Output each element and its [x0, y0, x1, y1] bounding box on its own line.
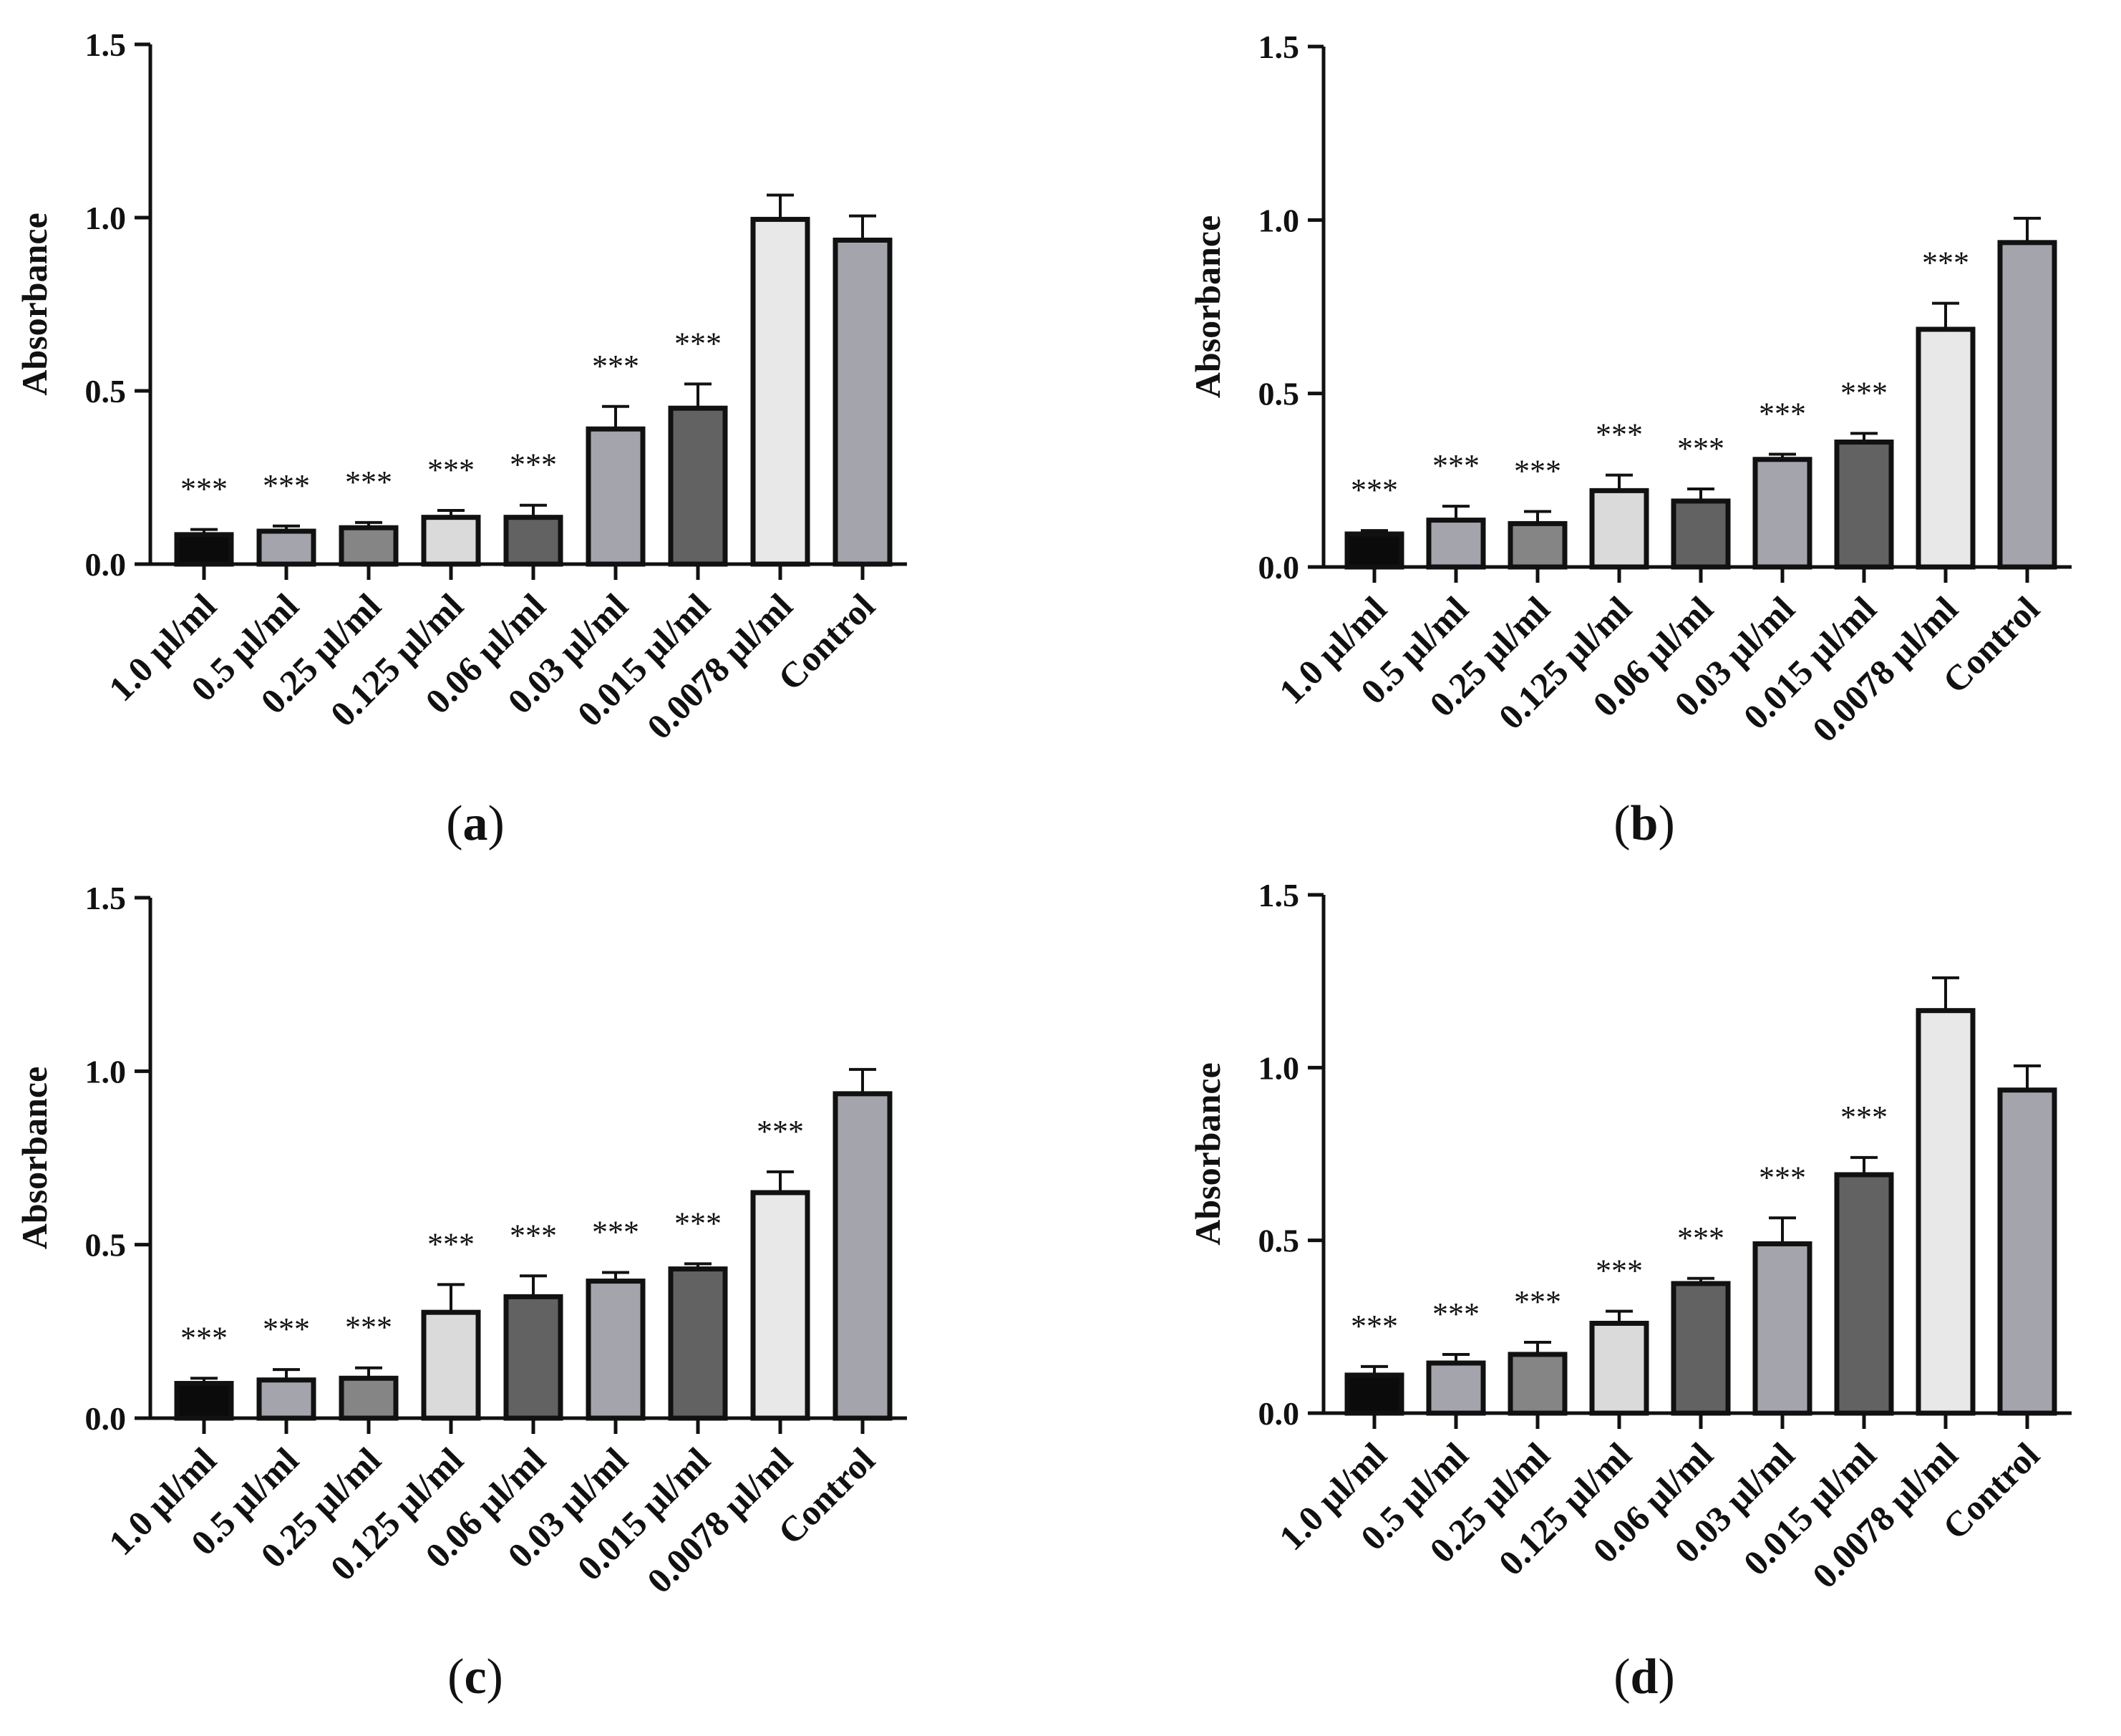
significance-label: ***	[345, 465, 392, 500]
bar	[256, 528, 316, 567]
significance-label: ***	[1677, 1221, 1724, 1256]
significance-label: ***	[1759, 396, 1806, 431]
panel-label: (c)	[447, 1649, 503, 1705]
bar	[174, 1381, 234, 1421]
significance-label: ***	[510, 1218, 557, 1253]
y-tick-label: 1.5	[1258, 29, 1300, 65]
significance-label: ***	[263, 468, 310, 503]
significance-label: ***	[592, 1214, 639, 1249]
bar	[339, 525, 399, 567]
y-tick-label: 1.0	[85, 200, 127, 236]
significance-label: ***	[674, 326, 722, 361]
panel-label: (b)	[1613, 796, 1675, 851]
y-axis-title: Absorbance	[14, 213, 54, 396]
significance-label: ***	[427, 1226, 475, 1261]
significance-label: ***	[1596, 417, 1643, 452]
bar	[1916, 326, 1976, 570]
bar	[586, 1279, 646, 1421]
y-tick-label: 1.0	[1258, 202, 1300, 238]
significance-label: ***	[1840, 375, 1888, 410]
bar	[1752, 1241, 1812, 1416]
bar	[503, 515, 563, 567]
y-tick-label: 0.5	[1258, 1223, 1300, 1259]
bar	[750, 216, 810, 567]
bar	[421, 1309, 481, 1421]
significance-label: ***	[345, 1310, 392, 1345]
bar	[833, 1091, 893, 1421]
significance-label: ***	[1759, 1160, 1806, 1195]
significance-label: ***	[1351, 1309, 1398, 1344]
significance-label: ***	[1677, 431, 1724, 466]
significance-label: ***	[1351, 472, 1398, 508]
significance-label: ***	[510, 447, 557, 483]
significance-label: ***	[1922, 246, 1969, 281]
y-tick-label: 1.5	[85, 880, 127, 916]
significance-label: ***	[1840, 1100, 1888, 1135]
bar	[750, 1190, 810, 1421]
y-tick-label: 1.0	[1258, 1049, 1300, 1086]
bar	[1508, 1352, 1568, 1416]
significance-label: ***	[674, 1206, 722, 1241]
y-axis-title: Absorbance	[1188, 215, 1228, 399]
y-tick-label: 0.5	[1258, 376, 1300, 412]
y-tick-label: 0.0	[1258, 549, 1300, 586]
bar	[421, 515, 481, 567]
bar	[1508, 520, 1568, 570]
bar	[1834, 1172, 1894, 1416]
significance-label: ***	[180, 472, 228, 507]
bar	[256, 1377, 316, 1421]
bar	[1916, 1008, 1976, 1416]
bar	[1344, 531, 1404, 570]
bar	[1589, 488, 1649, 570]
significance-label: ***	[1514, 453, 1561, 488]
bar	[1671, 498, 1731, 570]
bar	[1671, 1281, 1731, 1416]
bar	[1997, 240, 2057, 570]
bar	[668, 1266, 728, 1421]
y-tick-label: 1.5	[1258, 877, 1300, 913]
y-axis-title: Absorbance	[14, 1067, 54, 1250]
bar	[1344, 1372, 1404, 1416]
panel-label: (d)	[1613, 1649, 1675, 1705]
significance-label: ***	[180, 1320, 228, 1355]
bar	[586, 426, 646, 567]
significance-label: ***	[757, 1114, 804, 1149]
y-tick-label: 1.5	[85, 26, 127, 63]
bar	[1752, 457, 1812, 570]
panel-label: (a)	[446, 796, 505, 851]
bar	[1834, 440, 1894, 570]
bar	[503, 1294, 563, 1421]
significance-label: ***	[1596, 1253, 1643, 1289]
bar	[1426, 1360, 1486, 1416]
significance-label: ***	[1432, 448, 1480, 483]
bar	[833, 237, 893, 567]
y-tick-label: 1.0	[85, 1053, 127, 1090]
y-tick-label: 0.5	[85, 1227, 127, 1264]
y-tick-label: 0.5	[85, 373, 127, 409]
significance-label: ***	[427, 452, 475, 488]
y-axis-title: Absorbance	[1188, 1062, 1228, 1246]
significance-label: ***	[263, 1311, 310, 1347]
bar	[1426, 518, 1486, 570]
y-tick-label: 0.0	[85, 1400, 127, 1437]
bar	[1589, 1321, 1649, 1416]
bar	[668, 405, 728, 567]
bar	[339, 1375, 399, 1421]
significance-label: ***	[1432, 1296, 1480, 1332]
significance-label: ***	[1514, 1284, 1561, 1319]
significance-label: ***	[592, 349, 639, 384]
y-tick-label: 0.0	[85, 546, 127, 583]
y-tick-label: 0.0	[1258, 1395, 1300, 1432]
bar	[174, 532, 234, 567]
bar	[1997, 1087, 2057, 1416]
